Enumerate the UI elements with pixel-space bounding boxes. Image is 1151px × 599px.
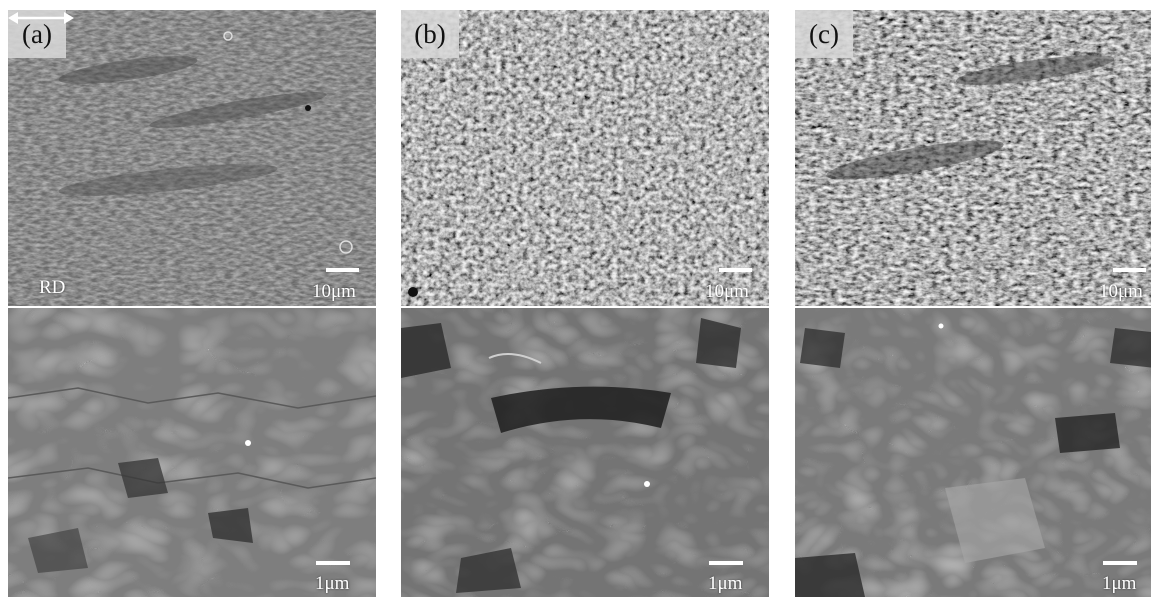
column-a: (a) RD 10μm 1μm: [8, 10, 376, 597]
panel-label-c: (c): [795, 10, 853, 58]
sem-image-c-high: [795, 308, 1151, 597]
sem-image-b-high: [401, 308, 769, 597]
scale-bar-label: 1μm: [708, 573, 743, 594]
scale-bar-label: 1μm: [1102, 573, 1137, 594]
micrograph-b-high-mag: 1μm: [401, 308, 769, 597]
scale-bar: [316, 561, 350, 565]
micrograph-a-high-mag: 1μm: [8, 308, 376, 597]
sem-image-b-low: [401, 10, 769, 306]
scale-bar: [1103, 561, 1137, 565]
micrograph-c-high-mag: 1μm: [795, 308, 1151, 597]
scale-bar: [326, 268, 359, 272]
scale-bar: [1113, 268, 1146, 272]
scale-bar-label: 1μm: [315, 573, 350, 594]
micrograph-b-low-mag: (b) 10μm: [401, 10, 769, 306]
sem-image-a-high: [8, 308, 376, 597]
micrograph-a-low-mag: (a) RD 10μm: [8, 10, 376, 306]
double-arrow-icon: [8, 12, 74, 24]
panel-label-b: (b): [401, 10, 459, 58]
scale-bar-label: 10μm: [312, 281, 356, 302]
scale-bar-label: 10μm: [705, 281, 749, 302]
sem-image-c-low: [795, 10, 1151, 306]
scale-bar-label: 10μm: [1099, 281, 1143, 302]
scale-bar: [709, 561, 743, 565]
column-b: (b) 10μm 1μm: [401, 10, 769, 597]
column-c: (c) 10μm 1μm: [795, 10, 1151, 597]
sem-image-a-low: [8, 10, 376, 306]
micrograph-c-low-mag: (c) 10μm: [795, 10, 1151, 306]
scale-bar: [719, 268, 752, 272]
rolling-direction-label: RD: [39, 277, 66, 298]
